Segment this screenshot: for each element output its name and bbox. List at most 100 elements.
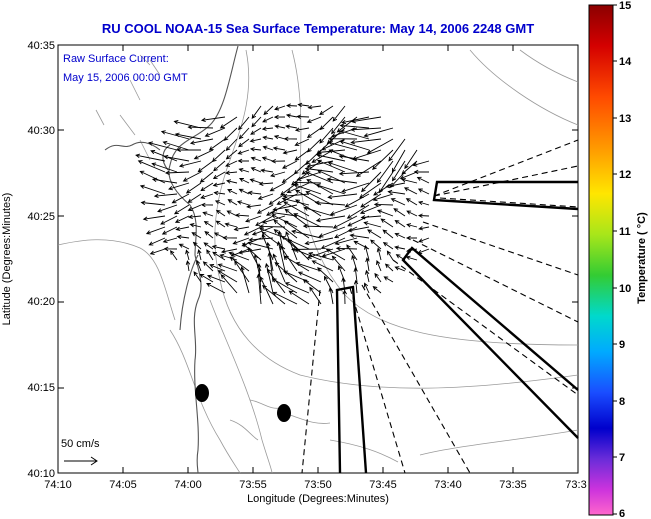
current-vector — [225, 149, 238, 160]
current-vector — [202, 211, 214, 217]
current-vector — [219, 253, 238, 261]
current-vector — [387, 189, 406, 195]
current-vector — [347, 226, 370, 233]
current-vector — [308, 251, 334, 261]
current-vector — [341, 116, 370, 125]
current-vector — [219, 116, 238, 129]
current-vector — [282, 160, 298, 169]
current-vector — [213, 160, 226, 172]
current-vector — [258, 181, 274, 187]
current-vector — [249, 147, 262, 152]
annotation-line-2: May 15, 2006 00:00 GMT — [63, 72, 188, 84]
colorbar-label: Temperature ( °C) — [636, 212, 648, 304]
current-vector — [364, 269, 370, 283]
current-vector — [256, 204, 274, 214]
current-vector — [306, 179, 334, 195]
current-vector — [316, 153, 346, 162]
current-vector — [273, 219, 298, 239]
x-tick-label: 73:3 — [565, 479, 586, 491]
current-vector — [140, 200, 166, 206]
current-vector — [267, 251, 274, 283]
current-vector — [145, 226, 166, 235]
current-vector — [325, 248, 346, 261]
current-vector — [223, 127, 238, 141]
current-vector — [303, 206, 334, 217]
current-vector — [331, 116, 346, 135]
current-vector — [204, 230, 214, 239]
current-vector — [273, 229, 298, 250]
current-vector — [376, 209, 394, 217]
current-vector — [266, 241, 274, 272]
current-vector — [272, 146, 286, 151]
current-vector — [237, 158, 250, 164]
colorbar-tick-label: 7 — [619, 452, 625, 464]
current-vector — [318, 226, 346, 238]
current-vector — [247, 190, 262, 196]
current-vector — [259, 227, 286, 239]
current-vector — [376, 259, 382, 272]
current-vector — [191, 232, 202, 239]
station-marker — [195, 384, 209, 402]
current-vector — [238, 188, 250, 195]
current-vector — [297, 102, 310, 108]
current-vector — [176, 234, 190, 240]
current-vector — [304, 237, 334, 246]
y-tick-label: 40:10 — [27, 468, 55, 480]
current-vector — [224, 222, 238, 228]
current-vector — [353, 267, 358, 283]
current-vector — [235, 213, 250, 218]
current-vector — [174, 132, 202, 140]
current-vector — [417, 188, 430, 195]
current-vector — [385, 182, 406, 189]
current-vector — [332, 215, 358, 229]
x-tick-label: 74:05 — [109, 479, 137, 491]
current-vector — [384, 263, 394, 272]
current-vector — [237, 149, 250, 155]
current-vector — [263, 105, 274, 116]
current-vector — [171, 193, 190, 204]
current-vector — [272, 204, 298, 212]
current-vector — [391, 160, 406, 182]
current-vector — [229, 256, 250, 272]
current-vector — [355, 160, 382, 177]
current-vector — [394, 232, 406, 239]
current-vector — [185, 260, 191, 272]
current-vector — [178, 160, 202, 168]
current-vector — [272, 291, 298, 305]
current-vector — [225, 138, 238, 152]
current-vector — [416, 176, 430, 184]
current-vector — [272, 253, 286, 283]
current-vector — [268, 193, 286, 205]
current-vector — [273, 134, 286, 140]
current-vector — [187, 214, 202, 220]
current-vector — [334, 237, 358, 246]
current-vector — [149, 248, 166, 255]
current-vector — [328, 286, 334, 305]
x-tick-label: 73:50 — [304, 479, 332, 491]
current-vector — [212, 171, 226, 179]
current-vector — [249, 138, 262, 143]
colorbar-tick-label: 10 — [619, 283, 631, 295]
current-vector — [200, 202, 214, 208]
current-vector — [376, 247, 382, 261]
current-vector — [346, 244, 358, 261]
current-vector — [294, 138, 310, 146]
current-vector — [418, 213, 430, 218]
current-vector — [135, 153, 166, 162]
current-vector — [251, 105, 262, 120]
current-vector — [391, 149, 406, 173]
current-vector — [380, 218, 394, 228]
current-vector — [175, 226, 190, 232]
current-vector — [162, 237, 178, 244]
current-vector — [395, 254, 406, 261]
current-vector — [350, 138, 382, 145]
current-vector — [269, 182, 286, 192]
current-vector — [199, 273, 214, 283]
current-vector — [282, 149, 298, 155]
current-vector — [226, 179, 238, 184]
solid-transects — [335, 180, 579, 474]
current-vector — [249, 178, 262, 184]
current-vector — [393, 208, 406, 217]
current-vector — [291, 229, 322, 239]
current-vector — [168, 182, 190, 191]
